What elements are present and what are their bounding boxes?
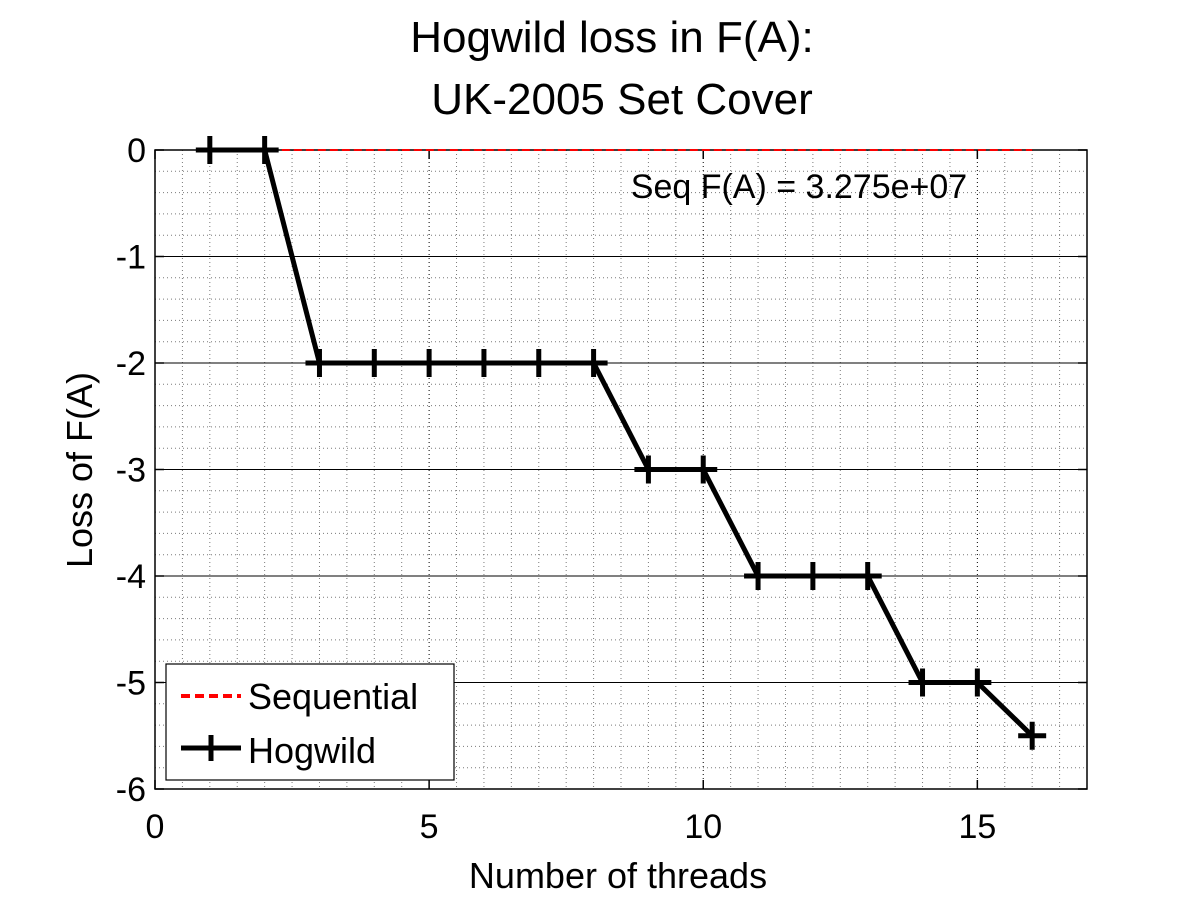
y-tick-label: -6 xyxy=(116,771,146,809)
hogwild-data-point xyxy=(744,562,773,590)
y-axis-label: Loss of F(A) xyxy=(59,372,100,568)
y-tick-label: -3 xyxy=(116,452,146,490)
hogwild-data-point xyxy=(689,455,718,484)
hogwild-data-point xyxy=(250,136,279,164)
y-tick-label: 0 xyxy=(127,132,146,170)
x-tick-label: 10 xyxy=(684,808,722,846)
hogwild-data-point xyxy=(524,349,553,377)
y-tick-label: -5 xyxy=(116,665,146,703)
hogwild-data-point xyxy=(579,349,608,377)
legend-label-hogwild: Hogwild xyxy=(248,730,376,771)
x-tick-label: 15 xyxy=(958,808,996,846)
series-layer xyxy=(195,136,1047,750)
series-line-hogwild xyxy=(209,147,1034,738)
x-axis-label: Number of threads xyxy=(469,855,767,896)
hogwild-data-point xyxy=(798,562,827,590)
y-tick-labels: 0 -1 -2 -3 -4 -5 -6 xyxy=(116,132,146,809)
hogwild-data-point xyxy=(305,349,334,377)
x-tick-label: 0 xyxy=(146,808,165,846)
legend-box xyxy=(165,663,455,781)
hogwild-data-point xyxy=(908,668,937,697)
chart-title-line-1: Hogwild loss in F(A): xyxy=(410,13,813,62)
y-tick-label: -2 xyxy=(116,345,146,383)
legend-label-sequential: Sequential xyxy=(248,676,418,717)
axis-ticks xyxy=(154,149,1087,790)
sequential-value-annotation: Seq F(A) = 3.275e+07 xyxy=(631,168,967,206)
hogwild-data-point xyxy=(1018,721,1047,750)
legend: Sequential Hogwild xyxy=(165,663,455,781)
hogwild-data-point xyxy=(469,349,498,377)
y-tick-label: -1 xyxy=(116,239,146,277)
x-tick-label: 5 xyxy=(420,808,439,846)
chart-title-line-2: UK-2005 Set Cover xyxy=(431,75,813,124)
hogwild-data-point xyxy=(963,668,992,697)
y-tick-label: -4 xyxy=(116,558,146,596)
hogwild-data-point xyxy=(853,562,882,590)
x-tick-labels: 0 5 10 15 xyxy=(146,808,997,846)
hogwild-data-point xyxy=(360,349,389,377)
hogwild-data-point xyxy=(195,136,224,164)
hogwild-data-point xyxy=(634,455,663,484)
hogwild-data-point xyxy=(415,349,444,377)
